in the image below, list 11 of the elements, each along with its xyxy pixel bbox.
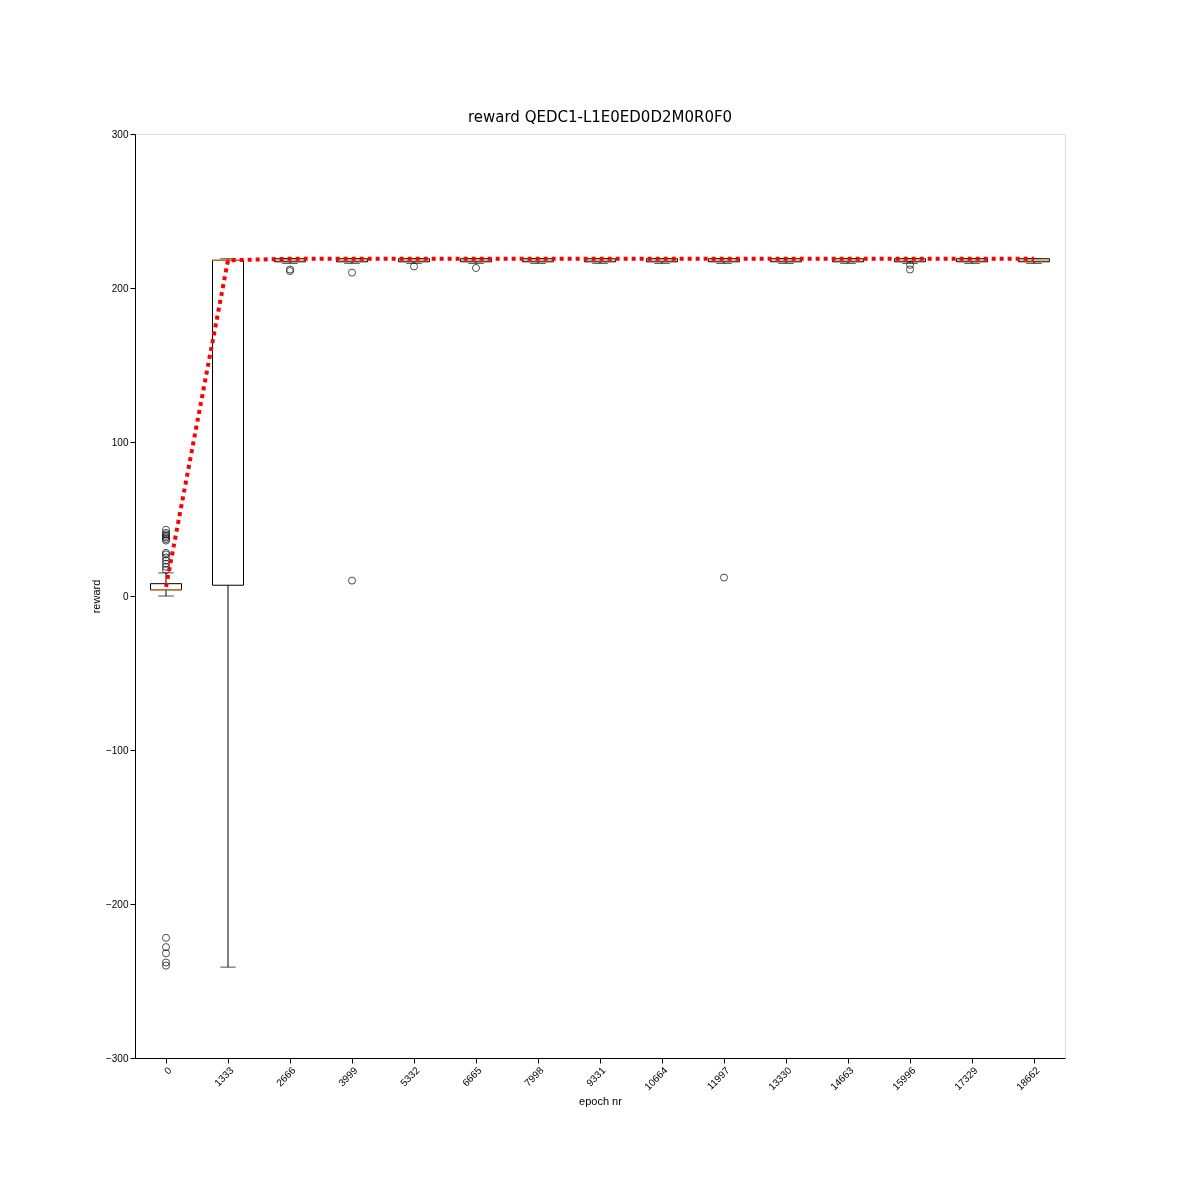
y-tick-label: 0 bbox=[122, 590, 129, 602]
y-tick-label: 300 bbox=[111, 128, 129, 140]
x-tick-label: 0 bbox=[161, 1064, 174, 1077]
x-axis-title: epoch nr bbox=[579, 1095, 623, 1108]
y-axis-title: reward bbox=[89, 579, 102, 614]
y-tick-label: −200 bbox=[105, 898, 129, 910]
y-tick-label: −100 bbox=[105, 744, 129, 756]
y-tick-label: 200 bbox=[111, 282, 129, 294]
chart-title: reward QEDC1-L1E0ED0D2M0R0F0 bbox=[467, 108, 733, 126]
y-tick-label: 100 bbox=[111, 436, 129, 448]
y-tick-label: −300 bbox=[105, 1052, 129, 1064]
